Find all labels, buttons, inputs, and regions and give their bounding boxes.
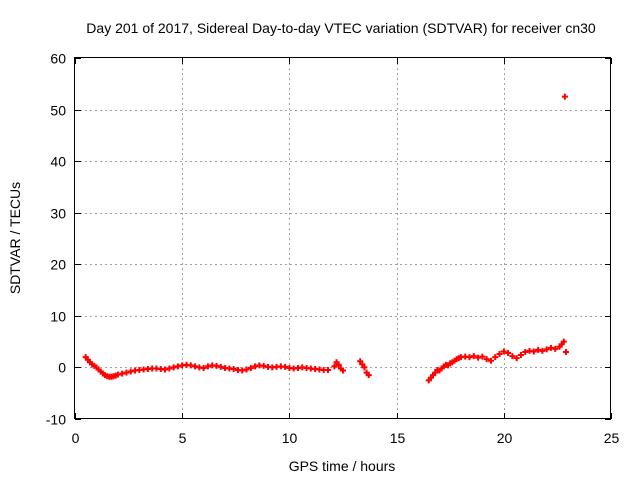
data-point [119,370,126,377]
data-point [114,371,121,378]
x-tick-label: 25 [604,430,620,446]
data-point [475,354,482,361]
data-point [260,362,267,369]
data-point [509,353,516,360]
data-point [340,367,346,374]
data-point [357,358,364,365]
data-point [239,367,246,374]
y-axis-label: SDTVAR / TECUs [7,182,23,294]
x-tick-label: 20 [497,430,513,446]
data-point [505,349,512,356]
data-point [535,346,542,353]
data-point [213,362,220,369]
data-point [166,365,173,372]
data-point [361,364,368,371]
data-point [517,352,524,359]
data-point [365,372,372,379]
data-point [530,348,537,355]
data-point [174,363,181,370]
data-point [123,369,130,376]
y-tick-label: 40 [50,154,66,170]
x-tick-label: 5 [179,430,187,446]
data-point [230,365,237,372]
y-tick-label: -10 [46,412,66,428]
data-point [282,363,289,370]
data-point [470,353,477,360]
y-tick-label: 10 [50,309,66,325]
data-point [247,364,254,371]
data-point [496,351,503,358]
y-tick-label: 60 [50,51,66,67]
data-point [479,353,486,360]
data-point [522,348,529,355]
y-tick-label: 20 [50,257,66,273]
chart-title: Day 201 of 2017, Sidereal Day-to-day VTE… [86,20,596,36]
data-point [560,338,567,345]
y-tick-label: 30 [50,206,66,222]
data-point [487,357,494,364]
data-points [82,93,569,384]
data-point [170,364,177,371]
y-tick-label: 50 [50,103,66,119]
data-point [127,368,134,375]
data-point [252,363,259,370]
x-tick-label: 0 [72,430,80,446]
data-point [359,361,366,368]
y-tick-labels: -10 0 10 20 30 40 50 60 [46,51,66,428]
data-point [331,363,338,370]
data-point [187,362,194,369]
data-point [324,367,331,374]
data-point [192,363,199,370]
data-point [552,345,559,352]
data-point [500,348,507,355]
data-point [543,346,550,353]
x-axis-label: GPS time / hours [289,458,396,474]
y-tick-label: 0 [58,360,66,376]
x-tick-label: 10 [282,430,298,446]
data-point [204,363,211,370]
x-tick-label: 15 [390,430,406,446]
data-point [547,344,554,351]
data-point [162,366,169,373]
data-point [335,361,342,368]
data-point [217,363,224,370]
data-point [562,348,569,355]
data-point [539,347,546,354]
grid-lines [75,58,611,419]
plot-frame [74,57,611,419]
data-point [466,354,473,361]
axis-ticks [75,58,612,420]
data-point [492,354,499,361]
data-point [200,364,207,371]
data-point [513,355,520,362]
data-point [483,356,490,363]
data-point [561,93,568,100]
x-tick-labels: 0 5 10 15 20 25 [72,430,620,446]
data-point [243,366,250,373]
